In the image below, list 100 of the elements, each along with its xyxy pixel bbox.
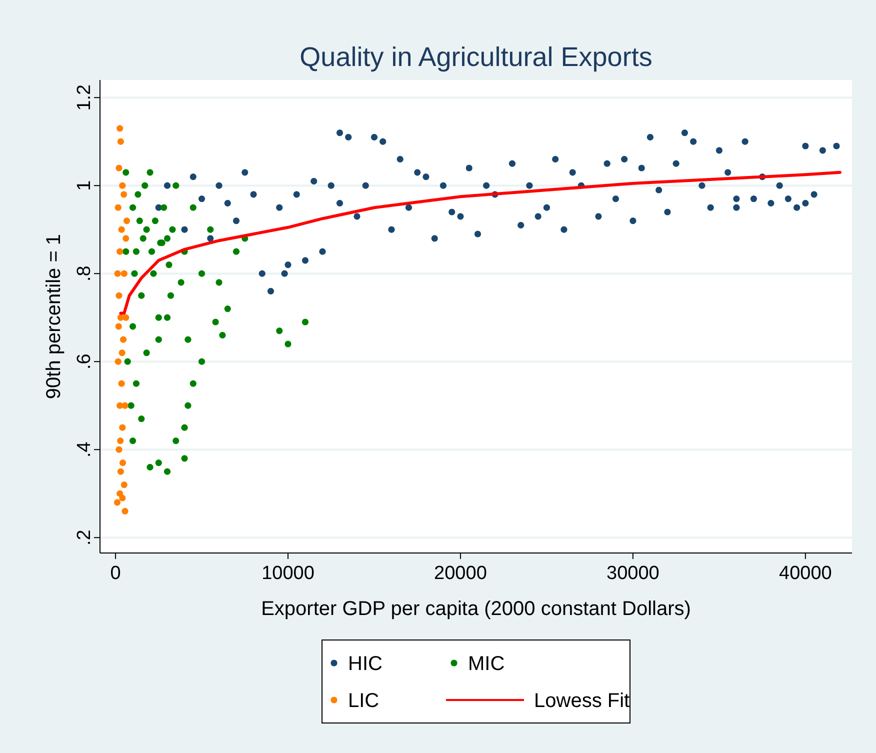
point — [216, 279, 222, 286]
point — [138, 292, 145, 299]
point — [118, 350, 126, 356]
y-tick-label: 1 — [74, 180, 95, 191]
point — [114, 270, 121, 277]
point — [117, 138, 124, 145]
point — [114, 204, 122, 211]
point — [207, 226, 214, 233]
chart-title: Quality in Agricultural Exports — [300, 42, 652, 72]
point — [116, 292, 122, 299]
point — [164, 235, 171, 242]
point — [232, 248, 240, 255]
point — [152, 218, 158, 224]
point — [119, 494, 126, 502]
point — [116, 248, 124, 255]
point — [224, 306, 231, 312]
point — [117, 468, 124, 475]
point — [120, 270, 128, 277]
legend-label: LIC — [348, 690, 380, 712]
point — [284, 340, 292, 348]
point — [212, 318, 219, 326]
point — [178, 279, 184, 286]
x-tick-label: 0 — [110, 563, 121, 584]
point — [118, 226, 125, 233]
point — [132, 248, 140, 255]
point — [122, 235, 130, 242]
point — [131, 270, 138, 277]
y-tick-label: .4 — [74, 441, 95, 458]
point — [198, 270, 206, 277]
y-tick-label: .8 — [74, 266, 95, 282]
point — [143, 226, 150, 233]
point — [129, 323, 136, 330]
point — [146, 169, 154, 176]
point — [136, 218, 143, 224]
point — [190, 380, 196, 387]
point — [120, 191, 128, 198]
point — [164, 468, 171, 475]
point — [172, 182, 180, 189]
point — [160, 204, 168, 211]
point — [122, 169, 130, 176]
point — [119, 424, 126, 431]
y-tick-label: 1.2 — [74, 84, 95, 111]
point — [116, 446, 122, 453]
x-axis-title: Exporter GDP per capita (2000 constant Dollars) — [261, 598, 691, 620]
point — [181, 455, 188, 462]
point — [128, 402, 134, 409]
point — [190, 204, 196, 211]
point — [122, 248, 130, 255]
point — [120, 336, 127, 343]
point — [122, 314, 130, 321]
point — [172, 438, 180, 444]
point — [164, 314, 171, 321]
legend-label: HIC — [348, 653, 382, 675]
point — [155, 314, 162, 321]
point — [276, 328, 283, 334]
point — [184, 336, 192, 343]
y-tick-label: .6 — [74, 354, 95, 370]
point — [134, 191, 142, 198]
point — [123, 218, 130, 224]
point — [120, 482, 128, 488]
point — [142, 182, 148, 189]
y-tick-label: .2 — [74, 530, 95, 546]
point — [198, 358, 206, 365]
y-axis-title: 90th percentile = 1 — [43, 234, 65, 400]
point — [114, 499, 121, 506]
point — [118, 380, 125, 387]
point — [124, 358, 131, 365]
x-tick-label: 20000 — [434, 563, 487, 584]
point — [140, 235, 146, 242]
point — [117, 438, 124, 444]
point — [138, 416, 145, 422]
point — [166, 262, 172, 268]
x-tick-label: 30000 — [606, 563, 660, 584]
point — [302, 318, 309, 326]
point — [155, 460, 162, 466]
legend-label: MIC — [468, 653, 505, 675]
point — [143, 350, 150, 356]
point — [184, 402, 192, 409]
point — [116, 125, 124, 132]
point — [122, 508, 128, 514]
point — [119, 182, 126, 189]
point — [181, 424, 188, 431]
point — [150, 270, 157, 277]
point — [169, 226, 176, 233]
legend-label: Lowess Fit — [534, 690, 630, 712]
point — [132, 380, 140, 387]
point — [116, 164, 122, 172]
point — [122, 402, 128, 409]
x-tick-label: 40000 — [779, 563, 832, 584]
point — [146, 464, 154, 470]
point — [219, 332, 226, 338]
point — [129, 438, 136, 444]
point — [114, 358, 122, 365]
point — [119, 460, 126, 466]
point — [129, 204, 136, 211]
point — [167, 292, 174, 299]
point — [155, 336, 162, 343]
x-tick-label: 10000 — [262, 563, 314, 584]
point — [115, 323, 122, 330]
point — [148, 248, 156, 255]
